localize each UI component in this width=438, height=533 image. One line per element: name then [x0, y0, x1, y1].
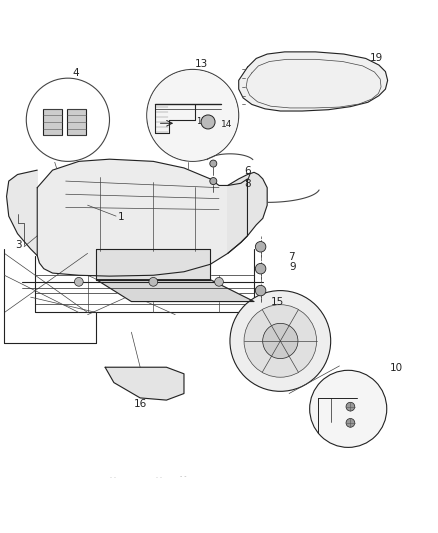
Circle shape	[215, 278, 223, 286]
Circle shape	[255, 285, 266, 296]
Polygon shape	[96, 249, 210, 280]
Text: 16: 16	[134, 399, 147, 409]
Polygon shape	[228, 172, 267, 253]
Text: 15: 15	[271, 296, 284, 306]
Text: 3: 3	[15, 240, 22, 251]
Circle shape	[255, 241, 266, 252]
Polygon shape	[239, 52, 388, 111]
Polygon shape	[105, 367, 184, 400]
Circle shape	[201, 115, 215, 129]
Circle shape	[346, 402, 355, 411]
Circle shape	[244, 305, 317, 377]
Circle shape	[210, 177, 217, 184]
Text: . .                    . .         - -: . . . . - -	[110, 474, 186, 479]
Circle shape	[346, 418, 355, 427]
Circle shape	[255, 263, 266, 274]
Circle shape	[310, 370, 387, 447]
Bar	[43, 109, 62, 135]
Circle shape	[230, 290, 331, 391]
Text: 4: 4	[72, 68, 79, 78]
Circle shape	[74, 278, 83, 286]
Text: 10: 10	[390, 363, 403, 373]
Circle shape	[148, 70, 238, 160]
Circle shape	[149, 278, 158, 286]
Text: 1: 1	[118, 213, 125, 222]
Text: 14: 14	[221, 119, 233, 128]
Polygon shape	[37, 159, 247, 276]
Text: 8: 8	[244, 179, 251, 189]
Polygon shape	[96, 280, 254, 302]
Polygon shape	[7, 170, 37, 255]
Bar	[67, 109, 86, 135]
Text: 12: 12	[196, 117, 206, 126]
Circle shape	[210, 160, 217, 167]
Text: 7: 7	[244, 173, 251, 183]
Text: 9: 9	[289, 262, 296, 271]
Circle shape	[263, 324, 298, 359]
Text: 19: 19	[370, 53, 383, 63]
Text: 13: 13	[195, 59, 208, 69]
Text: 6: 6	[244, 166, 251, 176]
Text: 7: 7	[288, 252, 295, 262]
